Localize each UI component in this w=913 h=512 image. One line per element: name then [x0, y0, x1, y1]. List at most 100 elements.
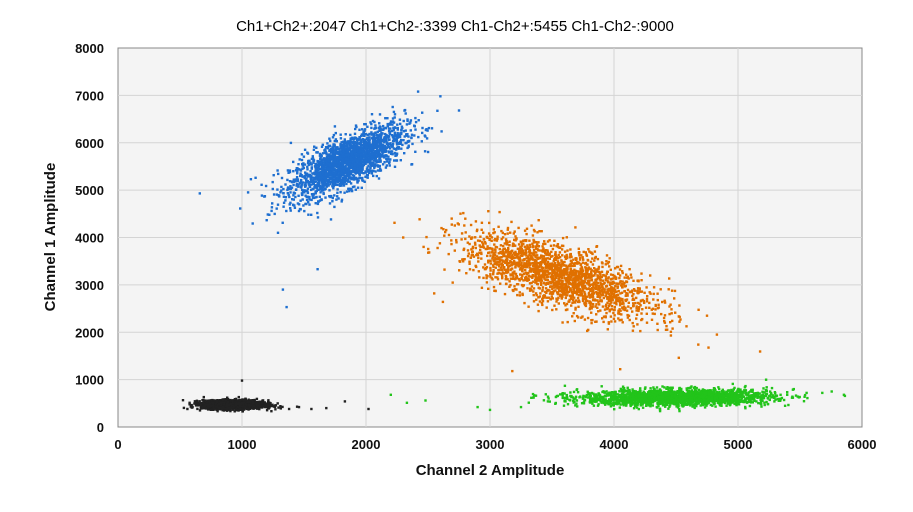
data-point — [421, 126, 424, 130]
data-point — [386, 125, 390, 128]
data-point — [509, 231, 512, 234]
data-point — [304, 173, 308, 176]
data-point — [532, 280, 535, 283]
data-point — [497, 265, 501, 268]
data-point — [666, 386, 669, 389]
data-point — [596, 306, 599, 309]
data-point — [544, 278, 547, 282]
data-point — [637, 287, 640, 290]
data-point — [327, 175, 330, 179]
data-point — [627, 314, 631, 317]
data-point — [346, 180, 350, 183]
data-point — [406, 146, 409, 150]
data-point — [673, 289, 677, 293]
data-point — [500, 273, 504, 277]
data-point — [565, 302, 569, 306]
data-point — [575, 257, 578, 260]
data-point — [606, 270, 609, 273]
data-point — [619, 302, 622, 305]
data-point — [662, 316, 666, 320]
data-point — [553, 278, 556, 281]
data-point — [333, 156, 336, 159]
data-point — [373, 120, 376, 124]
data-point — [310, 198, 313, 202]
data-point — [656, 322, 659, 325]
data-point — [384, 137, 387, 141]
data-point — [333, 173, 336, 177]
data-point — [529, 275, 532, 278]
data-point — [342, 149, 345, 153]
data-point — [324, 164, 328, 167]
data-point — [541, 288, 544, 292]
data-point — [560, 273, 563, 276]
data-point — [531, 268, 535, 271]
data-point — [472, 255, 476, 258]
data-point — [373, 142, 376, 146]
data-point — [556, 243, 560, 246]
data-point — [553, 257, 557, 260]
data-point — [304, 171, 307, 174]
data-point — [378, 154, 381, 158]
data-point — [620, 318, 623, 321]
data-point — [306, 179, 309, 183]
data-point — [349, 187, 353, 191]
data-point — [540, 230, 543, 233]
data-point — [387, 129, 391, 133]
data-point — [574, 276, 578, 279]
data-point — [312, 188, 315, 191]
data-point — [607, 400, 610, 403]
data-point — [551, 271, 554, 275]
data-point — [645, 286, 648, 289]
data-point — [314, 184, 317, 187]
data-point — [455, 238, 458, 242]
data-point — [673, 297, 676, 300]
data-point — [576, 283, 579, 287]
data-point — [390, 145, 393, 148]
data-point — [312, 158, 315, 161]
data-point — [362, 179, 365, 182]
data-point — [561, 263, 564, 266]
data-point — [532, 269, 535, 273]
data-point — [581, 274, 584, 277]
data-point — [366, 176, 369, 179]
data-point — [561, 254, 564, 257]
data-point — [499, 244, 503, 247]
data-point — [632, 279, 635, 282]
data-point — [546, 249, 549, 252]
data-point — [317, 165, 321, 168]
data-point — [388, 143, 391, 146]
data-point — [707, 346, 710, 349]
data-point — [531, 261, 535, 265]
data-point — [641, 403, 644, 406]
data-point — [337, 153, 341, 156]
data-point — [270, 206, 274, 209]
data-point — [609, 288, 612, 292]
data-point — [589, 260, 593, 264]
data-point — [301, 167, 304, 170]
data-point — [617, 309, 620, 312]
data-point — [619, 280, 622, 283]
data-point — [536, 277, 539, 280]
data-point — [557, 253, 560, 257]
data-point — [541, 259, 544, 262]
data-point — [325, 155, 329, 158]
data-point — [371, 144, 375, 147]
data-point — [359, 149, 362, 152]
data-point — [570, 289, 573, 292]
data-point — [574, 282, 577, 286]
data-point — [348, 187, 351, 190]
data-point — [358, 141, 362, 145]
data-point — [651, 312, 654, 315]
data-point — [501, 277, 504, 280]
data-point — [333, 180, 336, 183]
data-point — [558, 293, 562, 296]
data-point — [461, 258, 464, 261]
data-point — [406, 118, 409, 121]
data-point — [422, 245, 425, 249]
data-point — [533, 230, 536, 233]
data-point — [581, 256, 584, 259]
data-point — [552, 276, 555, 279]
data-point — [309, 170, 312, 173]
data-point — [609, 281, 612, 285]
data-point — [288, 195, 291, 199]
